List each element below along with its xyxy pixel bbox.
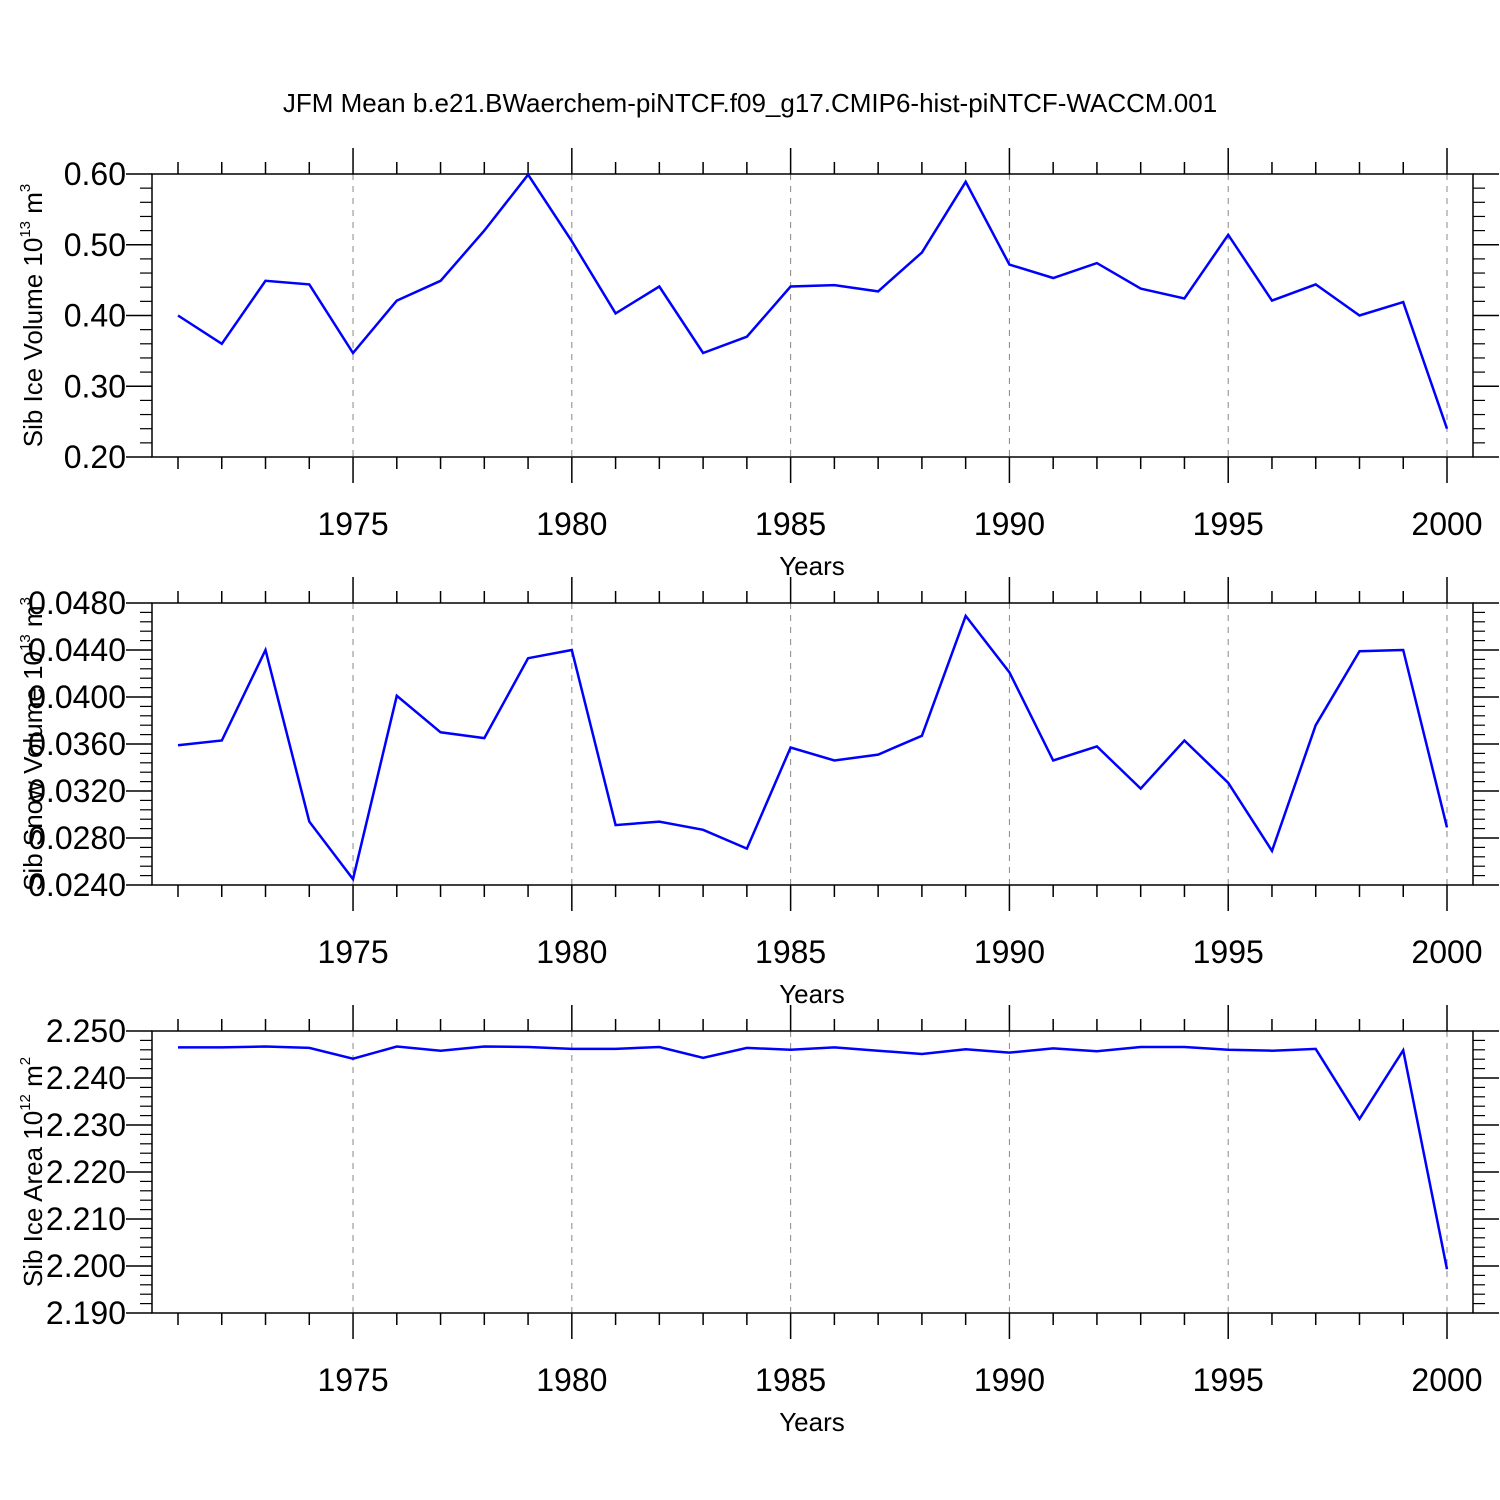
x-tick-label: 1995 — [1193, 934, 1264, 970]
x-axis-label: Years — [779, 979, 845, 1009]
y-tick-label: 0.0360 — [28, 726, 126, 762]
panel-3: 2.190 2.200 2.210 2.220 2.230 2.240 2.250 1975 1… — [17, 1005, 1499, 1437]
x-tick-label: 1975 — [317, 1362, 388, 1398]
x-tick-label: 1975 — [317, 934, 388, 970]
x-tick-label: 1985 — [755, 506, 826, 542]
y-tick-label: 0.30 — [64, 368, 126, 404]
y-tick-label: 2.220 — [46, 1154, 126, 1190]
y-tick-label: 0.20 — [64, 439, 126, 475]
y-tick-label: 0.0240 — [28, 867, 126, 903]
y-tick-label: 2.190 — [46, 1295, 126, 1331]
series-line — [178, 1045, 1449, 1270]
x-tick-label: 2000 — [1411, 1362, 1482, 1398]
y-tick-label: 2.230 — [46, 1107, 126, 1143]
x-tick-label: 2000 — [1411, 934, 1482, 970]
series-line — [177, 172, 1449, 430]
panel-1: 0.20 0.30 0.40 0.50 0.60 1975 1980 1985 1990 1995… — [17, 148, 1499, 581]
x-axis-label: Years — [779, 551, 845, 581]
plot-frame — [151, 1030, 1474, 1314]
plot-frame — [151, 173, 1474, 458]
panel-2: 0.0240 0.0280 0.0320 0.0360 0.0400 0.0440 0.04… — [17, 577, 1499, 1009]
y-tick-label: 0.0400 — [28, 679, 126, 715]
x-tick-label: 1990 — [974, 506, 1045, 542]
y-tick-label: 0.0320 — [28, 773, 126, 809]
y-tick-label: 0.50 — [64, 227, 126, 263]
y-tick-label: 2.240 — [46, 1060, 126, 1096]
x-axis-label: Years — [779, 1407, 845, 1437]
x-tick-label: 1980 — [536, 934, 607, 970]
x-tick-label: 1995 — [1193, 506, 1264, 542]
x-tick-label: 1980 — [536, 1362, 607, 1398]
x-tick-label: 1985 — [755, 934, 826, 970]
y-tick-label: 0.0440 — [28, 632, 126, 668]
y-axis-label: Sib Ice Area 1012 m2 — [17, 1057, 48, 1287]
y-tick-label: 0.0480 — [28, 585, 126, 621]
x-tick-label: 1975 — [317, 506, 388, 542]
x-tick-label: 2000 — [1411, 506, 1482, 542]
x-tick-label: 1985 — [755, 1362, 826, 1398]
x-tick-label: 1990 — [974, 934, 1045, 970]
y-tick-label: 0.0280 — [28, 820, 126, 856]
figure-title: JFM Mean b.e21.BWaerchem-piNTCF.f09_g17.… — [283, 88, 1217, 118]
y-tick-label: 2.210 — [46, 1201, 126, 1237]
y-axis-label: Sib Snow Volume 1013 m3 — [17, 597, 48, 891]
series-line — [177, 613, 1449, 882]
x-tick-label: 1995 — [1193, 1362, 1264, 1398]
y-tick-label: 0.40 — [64, 298, 126, 334]
y-tick-label: 2.200 — [46, 1248, 126, 1284]
y-tick-label: 2.250 — [46, 1013, 126, 1049]
x-tick-label: 1990 — [974, 1362, 1045, 1398]
y-axis-label: Sib Ice Volume 1013 m3 — [17, 184, 48, 448]
y-tick-label: 0.60 — [64, 156, 126, 192]
x-tick-label: 1980 — [536, 506, 607, 542]
